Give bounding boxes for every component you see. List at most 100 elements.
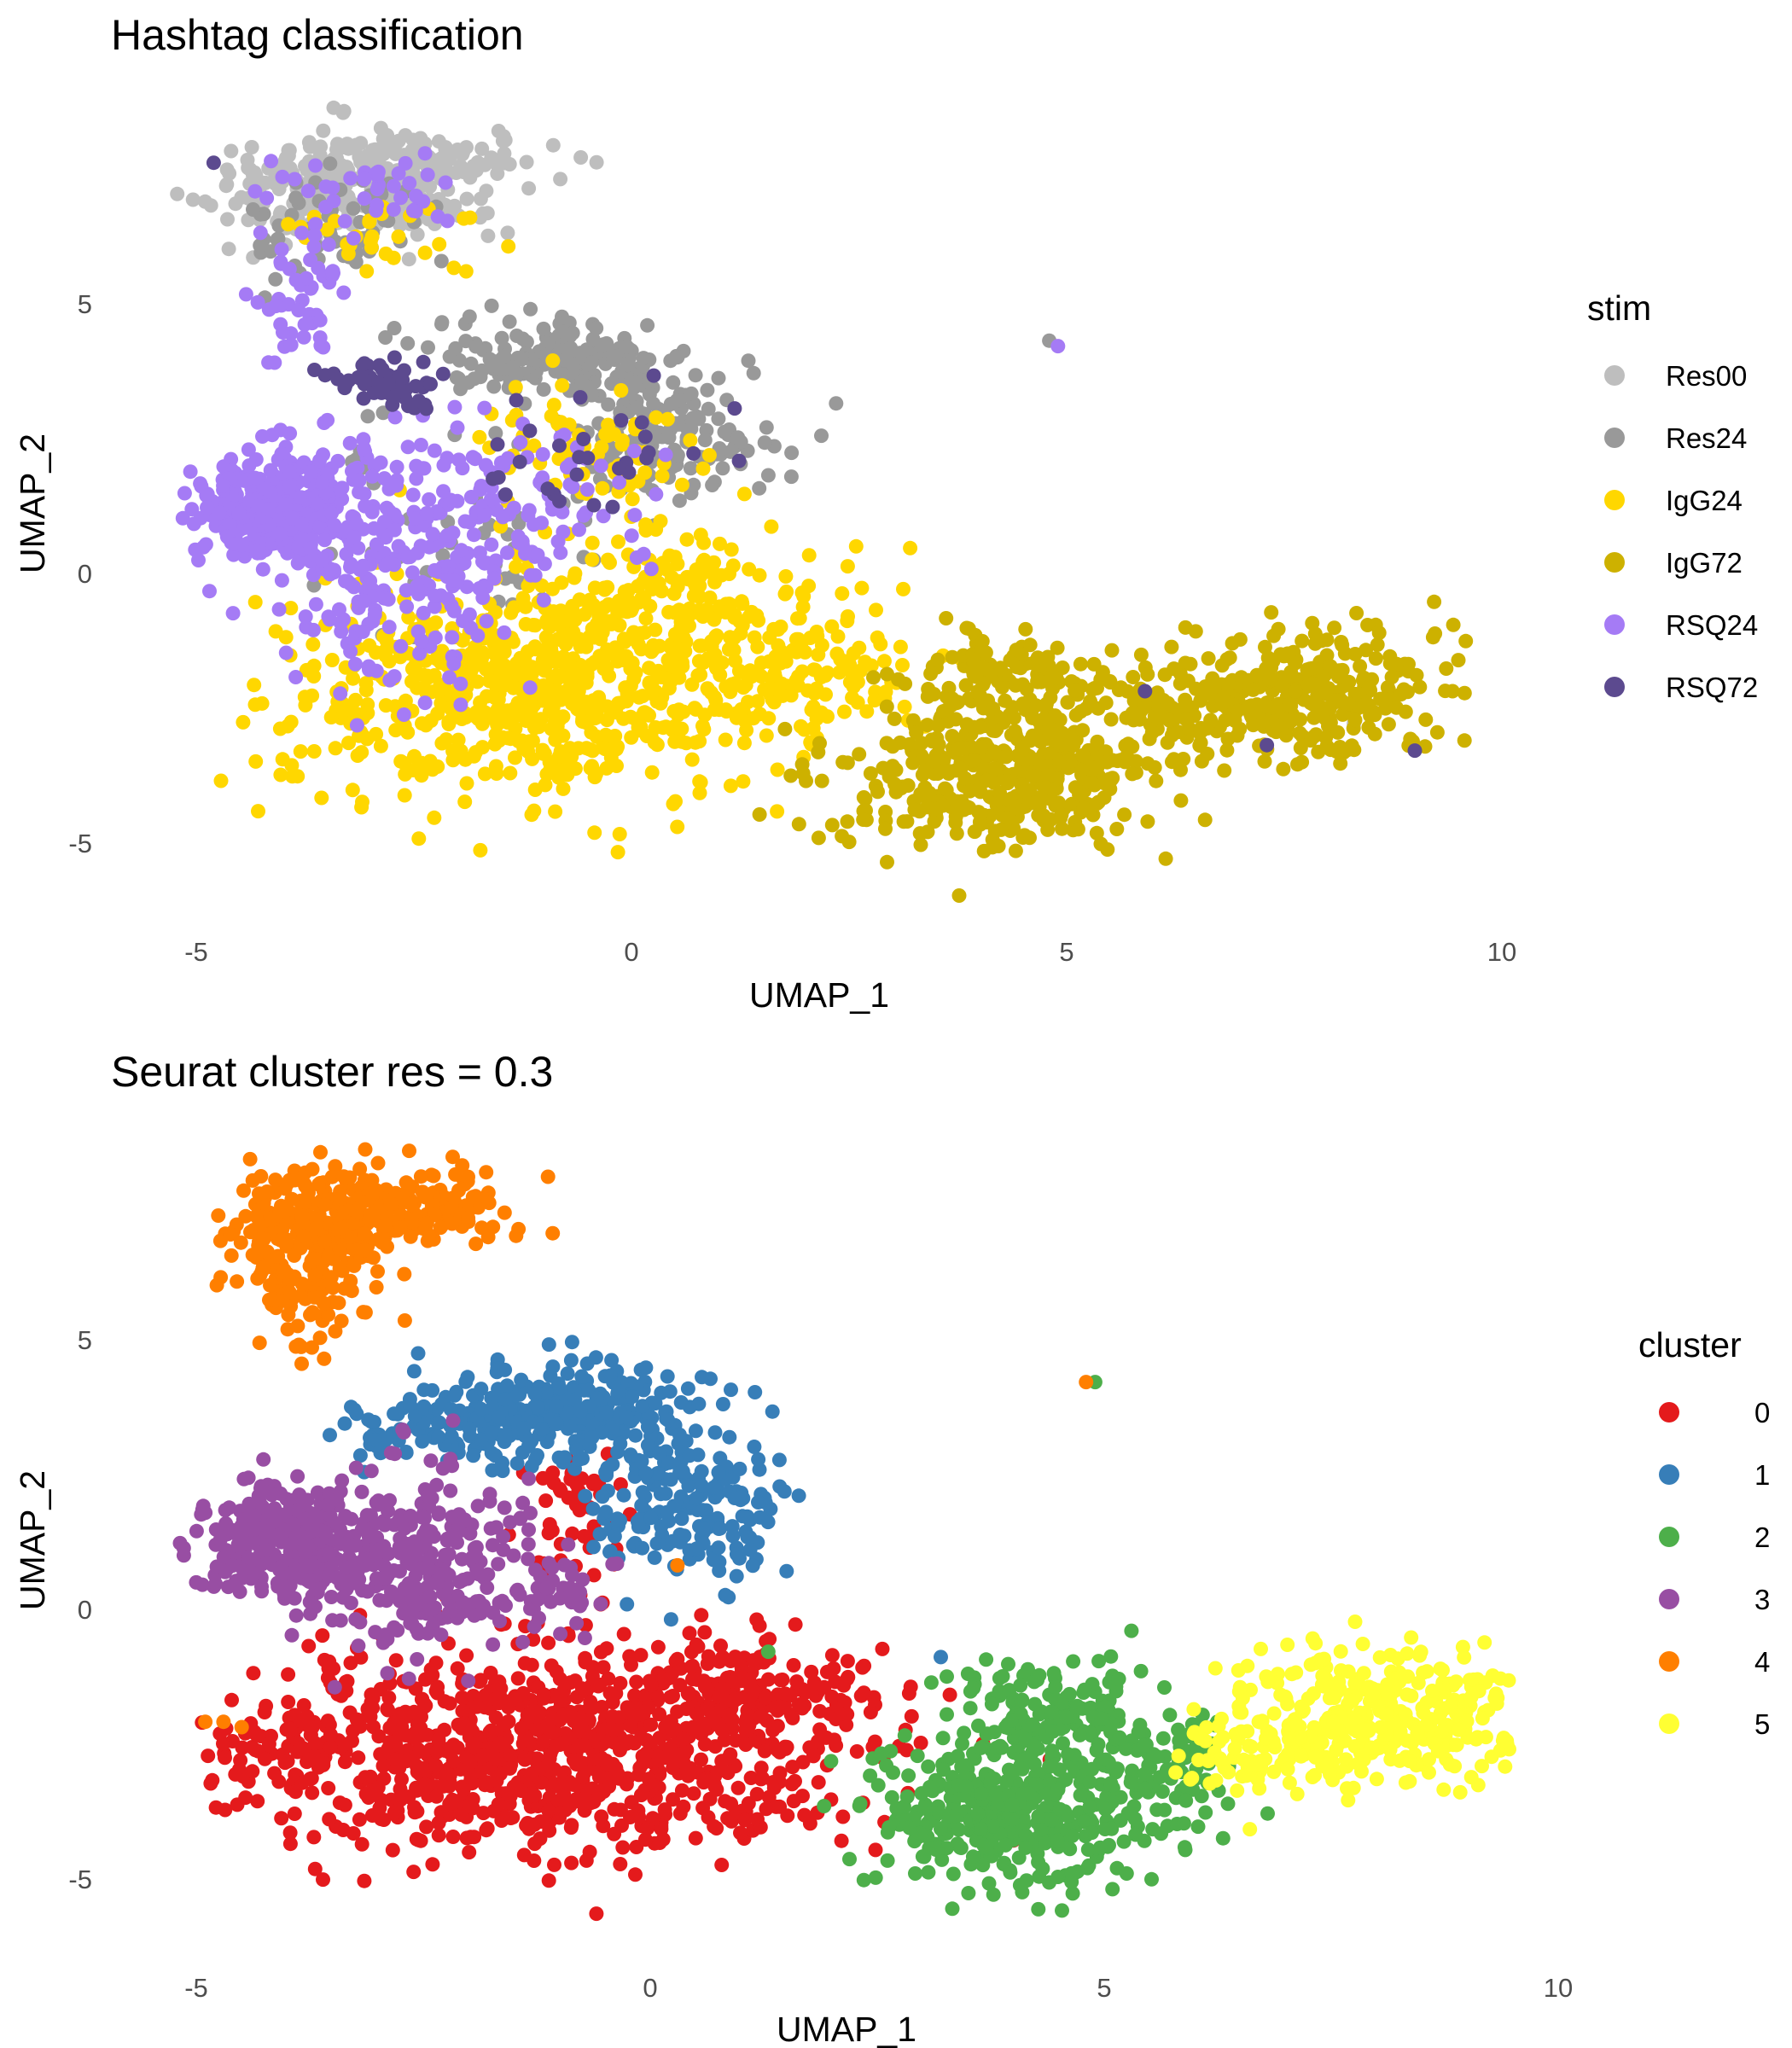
data-point <box>622 1649 637 1664</box>
data-point <box>1007 724 1022 739</box>
data-point <box>560 1366 575 1382</box>
data-point <box>495 133 510 148</box>
data-point <box>752 707 767 722</box>
data-point <box>633 1788 649 1803</box>
data-point <box>712 702 727 718</box>
data-point <box>594 439 609 455</box>
data-point <box>343 644 358 659</box>
data-point <box>513 650 528 666</box>
data-point <box>569 661 585 677</box>
data-point <box>688 368 703 383</box>
data-point <box>1327 620 1342 636</box>
data-point <box>500 730 515 746</box>
x-tick-label: 5 <box>1059 937 1073 967</box>
data-point <box>658 1719 672 1735</box>
data-point <box>509 393 524 408</box>
data-point <box>303 1772 318 1787</box>
data-point <box>272 721 288 736</box>
data-point <box>364 1687 379 1702</box>
data-point <box>1333 756 1348 771</box>
data-point <box>205 1772 220 1788</box>
data-point <box>783 768 799 783</box>
data-point <box>445 753 461 768</box>
data-point <box>1219 694 1235 709</box>
x-tick-label: 10 <box>1487 937 1516 967</box>
data-point <box>358 1770 373 1785</box>
data-point <box>722 1429 737 1445</box>
data-point <box>686 445 701 461</box>
data-point <box>409 189 423 203</box>
data-point <box>535 447 550 462</box>
data-point <box>346 230 361 246</box>
data-point <box>515 1685 531 1701</box>
data-point <box>849 1744 864 1759</box>
data-point <box>261 355 276 370</box>
data-point <box>346 201 361 216</box>
data-point <box>905 713 921 728</box>
data-point <box>451 452 467 468</box>
data-point <box>250 294 265 310</box>
data-point <box>404 674 419 689</box>
data-point <box>434 317 449 332</box>
data-point <box>573 390 588 405</box>
data-point <box>574 374 590 388</box>
data-point <box>401 252 416 267</box>
legend-label: Res24 <box>1666 422 1747 454</box>
data-point <box>697 1625 713 1640</box>
data-point <box>666 1792 680 1807</box>
data-point <box>737 1812 753 1828</box>
y-tick-label: 5 <box>78 289 92 319</box>
data-point <box>904 1708 919 1724</box>
data-point <box>441 1778 457 1794</box>
data-point <box>526 618 541 632</box>
data-point <box>285 769 300 784</box>
data-point <box>753 1708 768 1724</box>
data-point <box>1429 724 1445 740</box>
data-point <box>349 1712 364 1727</box>
data-point <box>797 1807 812 1823</box>
data-point <box>387 669 402 684</box>
data-point <box>1049 670 1064 685</box>
data-point <box>522 680 538 695</box>
data-point <box>648 622 663 637</box>
data-point <box>410 1346 426 1361</box>
data-point <box>236 714 251 730</box>
data-point <box>612 461 626 476</box>
data-point <box>553 172 568 187</box>
data-point <box>281 143 296 158</box>
data-point <box>527 783 543 797</box>
data-point <box>945 691 960 707</box>
data-point <box>572 592 587 608</box>
data-point <box>445 1830 461 1844</box>
data-point <box>640 1419 655 1434</box>
data-point <box>523 301 538 317</box>
data-point <box>1353 659 1368 674</box>
data-point <box>1050 339 1066 354</box>
data-point <box>608 640 623 655</box>
data-point <box>992 785 1008 800</box>
data-point <box>1290 757 1305 772</box>
data-point <box>835 1809 851 1824</box>
data-point <box>1133 647 1149 662</box>
data-point <box>381 556 397 571</box>
data-point <box>683 433 698 448</box>
data-point <box>306 744 322 759</box>
data-point <box>450 1740 465 1755</box>
data-point <box>427 668 442 683</box>
data-point <box>455 1703 470 1719</box>
data-point <box>428 630 443 645</box>
data-point <box>545 353 561 369</box>
y-axis-title: UMAP_2 <box>13 433 52 573</box>
data-point <box>524 1657 539 1673</box>
data-point <box>358 676 374 691</box>
data-point <box>334 140 349 155</box>
data-point <box>1033 734 1049 749</box>
data-point <box>1230 728 1245 743</box>
data-point <box>382 1735 398 1749</box>
data-point <box>564 1855 579 1871</box>
data-point <box>738 713 753 729</box>
data-point <box>576 432 591 446</box>
data-point <box>508 380 523 395</box>
data-point <box>218 1802 233 1818</box>
